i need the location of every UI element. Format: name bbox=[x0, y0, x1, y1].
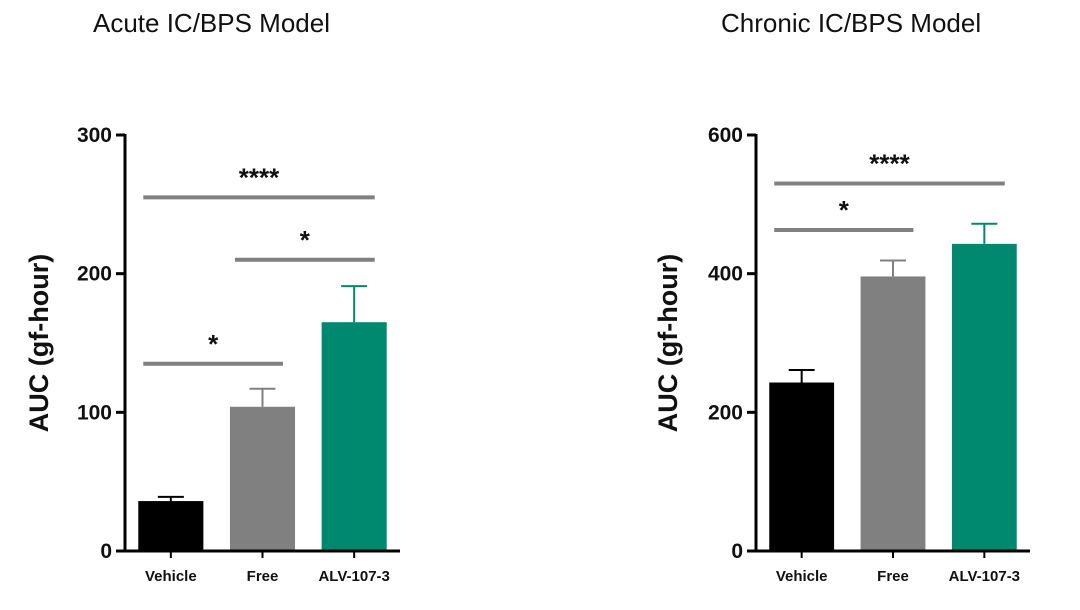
acute-y-tick-label-3: 300 bbox=[77, 124, 112, 147]
acute-significance-label-0: * bbox=[208, 329, 219, 359]
chronic-category-label-1: Free bbox=[877, 568, 909, 585]
acute-category-label-2: ALV-107-3 bbox=[318, 568, 389, 585]
acute-significance-label-1: * bbox=[300, 225, 311, 255]
chronic-y-tick-label-1: 200 bbox=[708, 401, 743, 424]
acute-bar-0 bbox=[138, 501, 204, 551]
chronic-bar-2 bbox=[951, 243, 1017, 551]
chronic-category-label-2: ALV-107-3 bbox=[949, 568, 1020, 585]
acute-chart-title: Acute IC/BPS Model bbox=[93, 8, 330, 38]
chronic-bar-1 bbox=[860, 276, 926, 551]
acute-significance-label-2: **** bbox=[239, 162, 280, 192]
chronic-chart-title: Chronic IC/BPS Model bbox=[721, 8, 982, 38]
chronic-chart-panel: Chronic IC/BPS Model 0 200 400 600 Vehicle Fr… bbox=[540, 0, 1080, 610]
chronic-bar-0 bbox=[769, 382, 835, 551]
acute-category-label-0: Vehicle bbox=[145, 568, 197, 585]
acute-y-axis-title: AUC (gf-hour) bbox=[24, 254, 54, 432]
acute-bar-1 bbox=[229, 406, 296, 551]
acute-y-tick-label-1: 100 bbox=[77, 401, 112, 424]
chronic-chart-plot: 0 200 400 600 Vehicle Free ALV-107-3 AUC (gf-ho… bbox=[653, 124, 1030, 585]
acute-chart-plot: 0 100 200 300 Vehicle Free ALV-107-3 AUC (gf-ho… bbox=[24, 124, 400, 585]
acute-category-label-1: Free bbox=[247, 568, 279, 585]
acute-y-tick-label-0: 0 bbox=[100, 540, 112, 563]
chronic-category-label-0: Vehicle bbox=[776, 568, 828, 585]
chronic-y-tick-label-3: 600 bbox=[708, 124, 743, 147]
acute-chart-panel: Acute IC/BPS Model 0 100 200 300 Vehicle Free… bbox=[24, 8, 400, 585]
chronic-significance-label-1: **** bbox=[869, 149, 910, 179]
chronic-significance-label-0: * bbox=[839, 195, 850, 225]
chronic-y-axis-title: AUC (gf-hour) bbox=[653, 254, 683, 432]
acute-y-tick-label-2: 200 bbox=[77, 263, 112, 286]
acute-bar-2 bbox=[321, 322, 387, 551]
chronic-y-tick-label-2: 400 bbox=[708, 263, 743, 286]
chronic-y-tick-label-0: 0 bbox=[731, 540, 743, 563]
